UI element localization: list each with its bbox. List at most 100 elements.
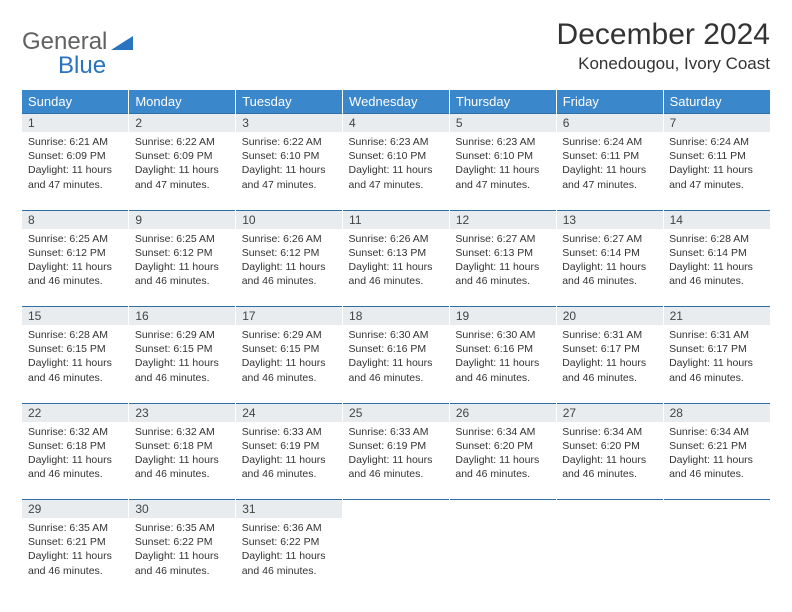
- day-content-cell: [556, 518, 663, 596]
- day-number-cell: 12: [449, 210, 556, 229]
- sunrise-text: Sunrise: 6:30 AM: [455, 328, 550, 342]
- day-content-row: Sunrise: 6:21 AMSunset: 6:09 PM Daylight:…: [22, 132, 770, 210]
- day-header: Thursday: [449, 90, 556, 114]
- sunrise-text: Sunrise: 6:35 AM: [28, 521, 123, 535]
- day-number-cell: 23: [129, 403, 236, 422]
- daylight-text: Daylight: 11 hours and 46 minutes.: [669, 453, 764, 481]
- sunset-text: Sunset: 6:12 PM: [242, 246, 337, 260]
- day-number-cell: 10: [236, 210, 343, 229]
- day-number-cell: [663, 500, 770, 519]
- daylight-text: Daylight: 11 hours and 46 minutes.: [135, 356, 230, 384]
- sunrise-text: Sunrise: 6:26 AM: [349, 232, 444, 246]
- sunrise-text: Sunrise: 6:21 AM: [28, 135, 123, 149]
- sunrise-text: Sunrise: 6:34 AM: [562, 425, 657, 439]
- sunset-text: Sunset: 6:09 PM: [28, 149, 123, 163]
- daylight-text: Daylight: 11 hours and 47 minutes.: [349, 163, 444, 191]
- daylight-text: Daylight: 11 hours and 46 minutes.: [28, 549, 123, 577]
- day-number-cell: 9: [129, 210, 236, 229]
- day-number-cell: 28: [663, 403, 770, 422]
- daylight-text: Daylight: 11 hours and 46 minutes.: [349, 260, 444, 288]
- sunrise-text: Sunrise: 6:26 AM: [242, 232, 337, 246]
- day-header: Sunday: [22, 90, 129, 114]
- day-number-row: 1234567: [22, 114, 770, 133]
- day-content-cell: Sunrise: 6:36 AMSunset: 6:22 PMDaylight:…: [236, 518, 343, 596]
- daylight-text: Daylight: 11 hours and 46 minutes.: [242, 549, 337, 577]
- sunrise-text: Sunrise: 6:23 AM: [455, 135, 550, 149]
- day-content-cell: [449, 518, 556, 596]
- sunset-text: Sunset: 6:12 PM: [28, 246, 123, 260]
- daylight-text: Daylight: 11 hours and 46 minutes.: [455, 260, 550, 288]
- daylight-text: Daylight: 11 hours and 46 minutes.: [562, 356, 657, 384]
- daylight-text: Daylight: 11 hours and 46 minutes.: [669, 356, 764, 384]
- sunrise-text: Sunrise: 6:24 AM: [669, 135, 764, 149]
- sunset-text: Sunset: 6:22 PM: [242, 535, 337, 549]
- sunrise-text: Sunrise: 6:23 AM: [349, 135, 444, 149]
- sunrise-text: Sunrise: 6:28 AM: [28, 328, 123, 342]
- sunrise-text: Sunrise: 6:33 AM: [349, 425, 444, 439]
- day-header: Monday: [129, 90, 236, 114]
- daylight-text: Daylight: 11 hours and 46 minutes.: [562, 260, 657, 288]
- daylight-text: Daylight: 11 hours and 47 minutes.: [135, 163, 230, 191]
- day-content-cell: Sunrise: 6:33 AMSunset: 6:19 PMDaylight:…: [343, 422, 450, 500]
- day-number-cell: 3: [236, 114, 343, 133]
- location-subtitle: Konedougou, Ivory Coast: [557, 54, 770, 74]
- day-content-cell: Sunrise: 6:29 AMSunset: 6:15 PMDaylight:…: [129, 325, 236, 403]
- day-content-cell: Sunrise: 6:25 AMSunset: 6:12 PMDaylight:…: [22, 229, 129, 307]
- day-number-row: 15161718192021: [22, 307, 770, 326]
- day-number-cell: [343, 500, 450, 519]
- sunset-text: Sunset: 6:10 PM: [349, 149, 444, 163]
- day-number-row: 891011121314: [22, 210, 770, 229]
- day-content-cell: Sunrise: 6:30 AMSunset: 6:16 PMDaylight:…: [449, 325, 556, 403]
- day-content-cell: Sunrise: 6:24 AMSunset: 6:11 PMDaylight:…: [556, 132, 663, 210]
- sunset-text: Sunset: 6:18 PM: [28, 439, 123, 453]
- day-content-cell: Sunrise: 6:35 AMSunset: 6:22 PMDaylight:…: [129, 518, 236, 596]
- day-number-cell: 4: [343, 114, 450, 133]
- page-header: General Blue December 2024 Konedougou, I…: [22, 18, 770, 80]
- sunset-text: Sunset: 6:20 PM: [455, 439, 550, 453]
- day-content-cell: Sunrise: 6:23 AMSunset: 6:10 PMDaylight:…: [449, 132, 556, 210]
- sunset-text: Sunset: 6:17 PM: [562, 342, 657, 356]
- day-header-row: Sunday Monday Tuesday Wednesday Thursday…: [22, 90, 770, 114]
- sunset-text: Sunset: 6:14 PM: [562, 246, 657, 260]
- day-number-cell: 7: [663, 114, 770, 133]
- day-content-cell: Sunrise: 6:21 AMSunset: 6:09 PMDaylight:…: [22, 132, 129, 210]
- sunrise-text: Sunrise: 6:32 AM: [135, 425, 230, 439]
- daylight-text: Daylight: 11 hours and 46 minutes.: [135, 260, 230, 288]
- day-content-cell: Sunrise: 6:27 AMSunset: 6:14 PMDaylight:…: [556, 229, 663, 307]
- sunset-text: Sunset: 6:17 PM: [669, 342, 764, 356]
- sunset-text: Sunset: 6:22 PM: [135, 535, 230, 549]
- month-title: December 2024: [557, 18, 770, 52]
- day-number-cell: 29: [22, 500, 129, 519]
- day-number-cell: 27: [556, 403, 663, 422]
- daylight-text: Daylight: 11 hours and 46 minutes.: [562, 453, 657, 481]
- daylight-text: Daylight: 11 hours and 46 minutes.: [349, 453, 444, 481]
- daylight-text: Daylight: 11 hours and 46 minutes.: [455, 453, 550, 481]
- day-content-cell: Sunrise: 6:34 AMSunset: 6:21 PMDaylight:…: [663, 422, 770, 500]
- day-number-cell: 19: [449, 307, 556, 326]
- day-number-cell: [556, 500, 663, 519]
- day-number-cell: [449, 500, 556, 519]
- daylight-text: Daylight: 11 hours and 46 minutes.: [135, 549, 230, 577]
- day-content-row: Sunrise: 6:28 AMSunset: 6:15 PMDaylight:…: [22, 325, 770, 403]
- daylight-text: Daylight: 11 hours and 47 minutes.: [242, 163, 337, 191]
- day-number-row: 22232425262728: [22, 403, 770, 422]
- day-content-cell: [663, 518, 770, 596]
- daylight-text: Daylight: 11 hours and 47 minutes.: [455, 163, 550, 191]
- sunset-text: Sunset: 6:13 PM: [349, 246, 444, 260]
- sunrise-text: Sunrise: 6:32 AM: [28, 425, 123, 439]
- sunrise-text: Sunrise: 6:24 AM: [562, 135, 657, 149]
- sunset-text: Sunset: 6:15 PM: [135, 342, 230, 356]
- day-number-cell: 21: [663, 307, 770, 326]
- sunrise-text: Sunrise: 6:31 AM: [562, 328, 657, 342]
- day-content-cell: Sunrise: 6:32 AMSunset: 6:18 PMDaylight:…: [129, 422, 236, 500]
- day-number-cell: 2: [129, 114, 236, 133]
- day-number-cell: 6: [556, 114, 663, 133]
- day-content-cell: Sunrise: 6:24 AMSunset: 6:11 PMDaylight:…: [663, 132, 770, 210]
- day-number-row: 293031: [22, 500, 770, 519]
- day-content-cell: Sunrise: 6:34 AMSunset: 6:20 PMDaylight:…: [449, 422, 556, 500]
- day-content-row: Sunrise: 6:32 AMSunset: 6:18 PMDaylight:…: [22, 422, 770, 500]
- daylight-text: Daylight: 11 hours and 46 minutes.: [455, 356, 550, 384]
- sunrise-text: Sunrise: 6:22 AM: [135, 135, 230, 149]
- day-content-cell: Sunrise: 6:32 AMSunset: 6:18 PMDaylight:…: [22, 422, 129, 500]
- sunrise-text: Sunrise: 6:35 AM: [135, 521, 230, 535]
